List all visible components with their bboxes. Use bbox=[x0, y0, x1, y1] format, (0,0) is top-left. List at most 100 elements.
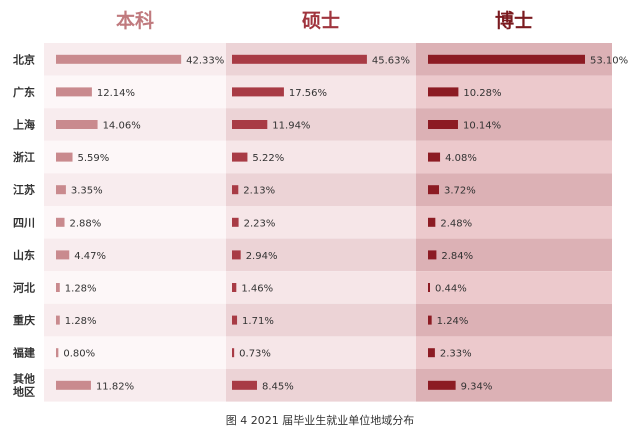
bar bbox=[232, 217, 239, 227]
category-label: 上海 bbox=[13, 118, 35, 132]
bar bbox=[56, 348, 59, 358]
data-label: 5.22% bbox=[252, 153, 284, 164]
row-band bbox=[226, 271, 416, 304]
category-label: 福建 bbox=[12, 346, 36, 360]
data-label: 1.71% bbox=[242, 316, 274, 327]
data-label: 2.94% bbox=[246, 251, 278, 262]
data-label: 5.59% bbox=[78, 153, 110, 164]
category-label: 北京 bbox=[13, 52, 35, 66]
data-label: 1.46% bbox=[241, 284, 273, 295]
bar bbox=[232, 54, 367, 64]
bar bbox=[232, 283, 237, 292]
data-label: 2.84% bbox=[441, 251, 473, 262]
row-band bbox=[44, 238, 226, 272]
bar bbox=[56, 315, 60, 325]
row-band bbox=[416, 303, 612, 337]
data-label: 11.82% bbox=[96, 381, 134, 392]
category-label: 江苏 bbox=[13, 183, 35, 197]
data-label: 10.14% bbox=[463, 121, 501, 132]
bar bbox=[56, 250, 70, 260]
series-header-1: 本科 bbox=[116, 9, 154, 32]
data-label: 3.35% bbox=[71, 186, 103, 197]
data-label: 14.06% bbox=[103, 121, 141, 132]
row-band bbox=[226, 303, 416, 337]
chart-caption: 图 4 2021 届毕业生就业单位地域分布 bbox=[225, 414, 415, 427]
bar bbox=[232, 120, 268, 129]
row-band bbox=[226, 369, 416, 402]
row-band bbox=[416, 238, 612, 272]
bar bbox=[232, 380, 257, 390]
data-label: 0.80% bbox=[63, 349, 95, 360]
row-band bbox=[416, 140, 612, 174]
bar bbox=[56, 152, 73, 162]
data-label: 4.47% bbox=[74, 251, 106, 262]
row-band bbox=[44, 303, 226, 337]
data-label: 2.88% bbox=[70, 218, 102, 229]
bar bbox=[232, 315, 238, 325]
data-label: 17.56% bbox=[289, 88, 327, 99]
category-label: 河北 bbox=[13, 281, 35, 295]
row-band bbox=[416, 173, 612, 206]
data-label: 3.72% bbox=[444, 186, 476, 197]
bar bbox=[428, 120, 458, 129]
data-label: 2.13% bbox=[243, 186, 275, 197]
row-band bbox=[44, 271, 226, 304]
data-label: 2.48% bbox=[440, 218, 472, 229]
bar bbox=[428, 217, 436, 227]
bar bbox=[428, 250, 437, 260]
category-label: 广东 bbox=[13, 85, 35, 99]
series-header-2: 硕士 bbox=[302, 10, 340, 32]
data-label: 2.33% bbox=[440, 349, 472, 360]
row-band bbox=[44, 336, 226, 369]
bar bbox=[56, 185, 66, 195]
data-label: 1.28% bbox=[65, 316, 97, 327]
data-label: 12.14% bbox=[97, 88, 135, 99]
series-header-3: 博士 bbox=[495, 9, 533, 32]
data-label: 0.44% bbox=[435, 284, 467, 295]
bar bbox=[428, 87, 459, 97]
row-band bbox=[226, 140, 416, 174]
bar bbox=[428, 380, 456, 390]
bar bbox=[428, 348, 435, 358]
row-band bbox=[416, 336, 612, 369]
data-label: 42.33% bbox=[186, 55, 224, 66]
data-label: 8.45% bbox=[262, 381, 294, 392]
bar bbox=[428, 315, 432, 325]
data-label: 2.23% bbox=[244, 218, 276, 229]
row-band bbox=[226, 206, 416, 239]
data-label: 9.34% bbox=[461, 381, 493, 392]
bar bbox=[56, 120, 98, 129]
row-band bbox=[416, 206, 612, 239]
row-band bbox=[226, 173, 416, 206]
bar bbox=[428, 54, 585, 64]
row-band bbox=[226, 238, 416, 272]
data-label: 45.63% bbox=[372, 55, 410, 66]
category-label: 四川 bbox=[13, 216, 35, 229]
data-label: 11.94% bbox=[272, 121, 310, 132]
bar bbox=[232, 152, 248, 162]
row-band bbox=[44, 206, 226, 239]
category-label: 其他 bbox=[13, 371, 35, 385]
bar bbox=[428, 185, 439, 195]
bar bbox=[56, 87, 92, 97]
bar bbox=[232, 87, 284, 97]
data-label: 4.08% bbox=[445, 153, 477, 164]
row-band bbox=[44, 173, 226, 206]
data-label: 0.73% bbox=[239, 349, 271, 360]
bar bbox=[232, 348, 235, 358]
data-label: 10.28% bbox=[463, 88, 501, 99]
bar bbox=[428, 283, 430, 292]
bar bbox=[56, 54, 182, 64]
category-label: 地区 bbox=[13, 384, 35, 398]
row-band bbox=[44, 140, 226, 174]
bar bbox=[232, 250, 241, 260]
bar bbox=[428, 152, 441, 162]
row-band bbox=[416, 271, 612, 304]
bar bbox=[232, 185, 239, 195]
bar bbox=[56, 380, 91, 390]
category-label: 山东 bbox=[13, 248, 35, 262]
bar bbox=[56, 217, 65, 227]
category-label: 浙江 bbox=[13, 150, 35, 164]
